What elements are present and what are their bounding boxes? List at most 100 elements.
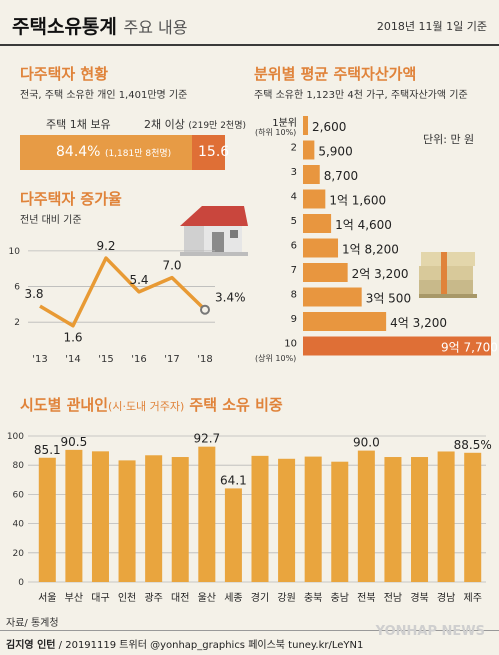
asset-value-label: 9억 7,700 bbox=[441, 341, 498, 355]
data-label: 9.2 bbox=[96, 240, 115, 253]
region-bar bbox=[304, 456, 322, 582]
region-bar bbox=[278, 458, 296, 582]
region-bar bbox=[145, 455, 163, 582]
region-value-label: 90.5 bbox=[61, 435, 88, 449]
increase-series-line bbox=[39, 256, 207, 328]
asset-bar bbox=[303, 116, 309, 135]
source-note: 자료/ 통계청 bbox=[6, 618, 59, 629]
asset-bar bbox=[303, 140, 315, 160]
y-tick-label: 2 bbox=[14, 318, 20, 328]
asset-value-label: 8,700 bbox=[324, 169, 358, 183]
region-bar bbox=[251, 455, 269, 582]
x-tick-label: '15 bbox=[98, 354, 113, 365]
house-icon bbox=[180, 206, 248, 256]
asset-category-label: 2 bbox=[291, 143, 297, 154]
regional-bar-chart: 0 20 40 60 80 100 서울 85.1 부산 90.5 대구 인천 광주 대전 울산 92.7 세종… bbox=[7, 432, 492, 604]
asset-value-label: 3억 500 bbox=[366, 292, 411, 306]
data-label: 7.0 bbox=[162, 259, 181, 273]
multi-owner-share-bar bbox=[192, 135, 225, 170]
asset-category-label: 7 bbox=[291, 265, 297, 276]
single-owner-value: 84.4% (1,181만 8천명) bbox=[56, 144, 172, 160]
asset-bar bbox=[303, 238, 339, 258]
region-category-label: 세종 bbox=[224, 592, 242, 604]
asset-first-sub: (하위 10%) bbox=[255, 128, 297, 137]
single-owner-share-bar bbox=[20, 135, 192, 170]
asset-bar bbox=[303, 287, 362, 307]
x-tick-label: '13 bbox=[32, 354, 47, 365]
region-bar bbox=[65, 449, 83, 582]
data-label: 5.4 bbox=[129, 273, 148, 287]
x-tick-label: '17 bbox=[164, 354, 179, 365]
region-category-label: 경남 bbox=[437, 591, 455, 604]
data-point bbox=[200, 304, 210, 315]
region-bar bbox=[384, 457, 402, 582]
region-bar bbox=[437, 451, 455, 582]
x-tick-label: '18 bbox=[197, 354, 212, 365]
asset-value-label: 2억 3,200 bbox=[352, 267, 409, 281]
header-divider bbox=[0, 44, 499, 46]
region-bar bbox=[198, 446, 216, 582]
region-category-label: 광주 bbox=[144, 592, 162, 604]
asset-bar bbox=[303, 165, 320, 184]
increase-title: 다주택자 증가율 bbox=[20, 190, 122, 208]
region-value-label: 88.5% bbox=[454, 438, 492, 452]
region-bar bbox=[464, 452, 482, 582]
yonhap-logo: YONHAP NEWS bbox=[375, 624, 485, 639]
region-category-label: 전남 bbox=[384, 592, 402, 604]
page-title-sub: 주요 내용 bbox=[123, 18, 188, 37]
region-category-label: 경북 bbox=[410, 591, 428, 604]
asset-category-label: 3 bbox=[291, 167, 297, 178]
increase-line-chart: 2 6 10 3.8 '13 1.6 '14 9.2 '15 5.4 '16 7.0 '17 3.4% '1… bbox=[9, 240, 246, 365]
asset-category-label: 4 bbox=[291, 192, 297, 203]
region-bar bbox=[331, 461, 349, 582]
asset-category-label: 8 bbox=[291, 290, 297, 301]
asset-value-label: 2,600 bbox=[312, 120, 346, 134]
region-bar bbox=[411, 457, 429, 582]
region-category-label: 전북 bbox=[357, 592, 375, 604]
region-category-label: 충북 bbox=[304, 592, 322, 604]
region-bar bbox=[91, 451, 109, 582]
y-tick-label: 10 bbox=[9, 247, 21, 257]
multi-owner-subtitle: 전국, 주택 소유한 개인 1,401만명 기준 bbox=[20, 90, 188, 101]
y-tick-label: 80 bbox=[13, 461, 25, 471]
y-tick-label: 100 bbox=[7, 432, 24, 442]
credit-line: 김지영 인턴 / 20191119 트위터 @yonhap_graphics 페… bbox=[6, 640, 364, 651]
asset-value-label: 5,900 bbox=[318, 145, 352, 159]
region-category-label: 인천 bbox=[118, 592, 136, 604]
reference-date: 2018년 11월 1일 기준 bbox=[376, 20, 487, 33]
multi-owner-value: 15.6 bbox=[198, 144, 230, 160]
page-title: 주택소유통계 주요 내용 bbox=[12, 16, 188, 38]
data-label: 3.8 bbox=[24, 287, 43, 301]
region-value-label: 92.7 bbox=[193, 432, 220, 446]
y-tick-label: 6 bbox=[14, 283, 20, 293]
x-tick-label: '16 bbox=[131, 354, 146, 365]
asset-bar bbox=[303, 214, 332, 233]
asset-category-label: 1분위 bbox=[272, 116, 297, 129]
region-bar bbox=[171, 457, 189, 582]
region-bar bbox=[38, 457, 56, 582]
asset-value-label: 4억 3,200 bbox=[390, 316, 447, 330]
asset-last-sub: (상위 10%) bbox=[255, 354, 297, 363]
asset-bar bbox=[303, 263, 348, 282]
asset-bar bbox=[303, 336, 491, 356]
asset-subtitle: 주택 소유한 1,123만 4천 가구, 주택자산가액 기준 bbox=[254, 90, 468, 101]
y-tick-label: 60 bbox=[13, 490, 25, 500]
asset-title: 분위별 평균 주택자산가액 bbox=[254, 65, 417, 83]
asset-value-label: 1억 1,600 bbox=[329, 194, 386, 208]
asset-bar bbox=[303, 312, 387, 331]
region-bar bbox=[118, 460, 136, 582]
region-category-label: 울산 bbox=[198, 592, 216, 604]
asset-bar bbox=[303, 189, 326, 209]
region-category-label: 부산 bbox=[65, 592, 83, 604]
region-bar bbox=[224, 488, 242, 582]
asset-category-label: 6 bbox=[291, 241, 297, 252]
increase-subtitle: 전년 대비 기준 bbox=[20, 215, 82, 226]
region-category-label: 대구 bbox=[91, 592, 109, 604]
data-label: 3.4% bbox=[215, 291, 246, 305]
region-category-label: 강원 bbox=[277, 592, 295, 604]
footer-divider bbox=[0, 630, 499, 631]
region-value-label: 90.0 bbox=[353, 436, 380, 450]
regional-title: 시도별 관내인(시·도내 거주자) 주택 소유 비중 bbox=[20, 396, 283, 414]
region-category-label: 제주 bbox=[464, 592, 482, 604]
x-tick-label: '14 bbox=[65, 354, 80, 365]
